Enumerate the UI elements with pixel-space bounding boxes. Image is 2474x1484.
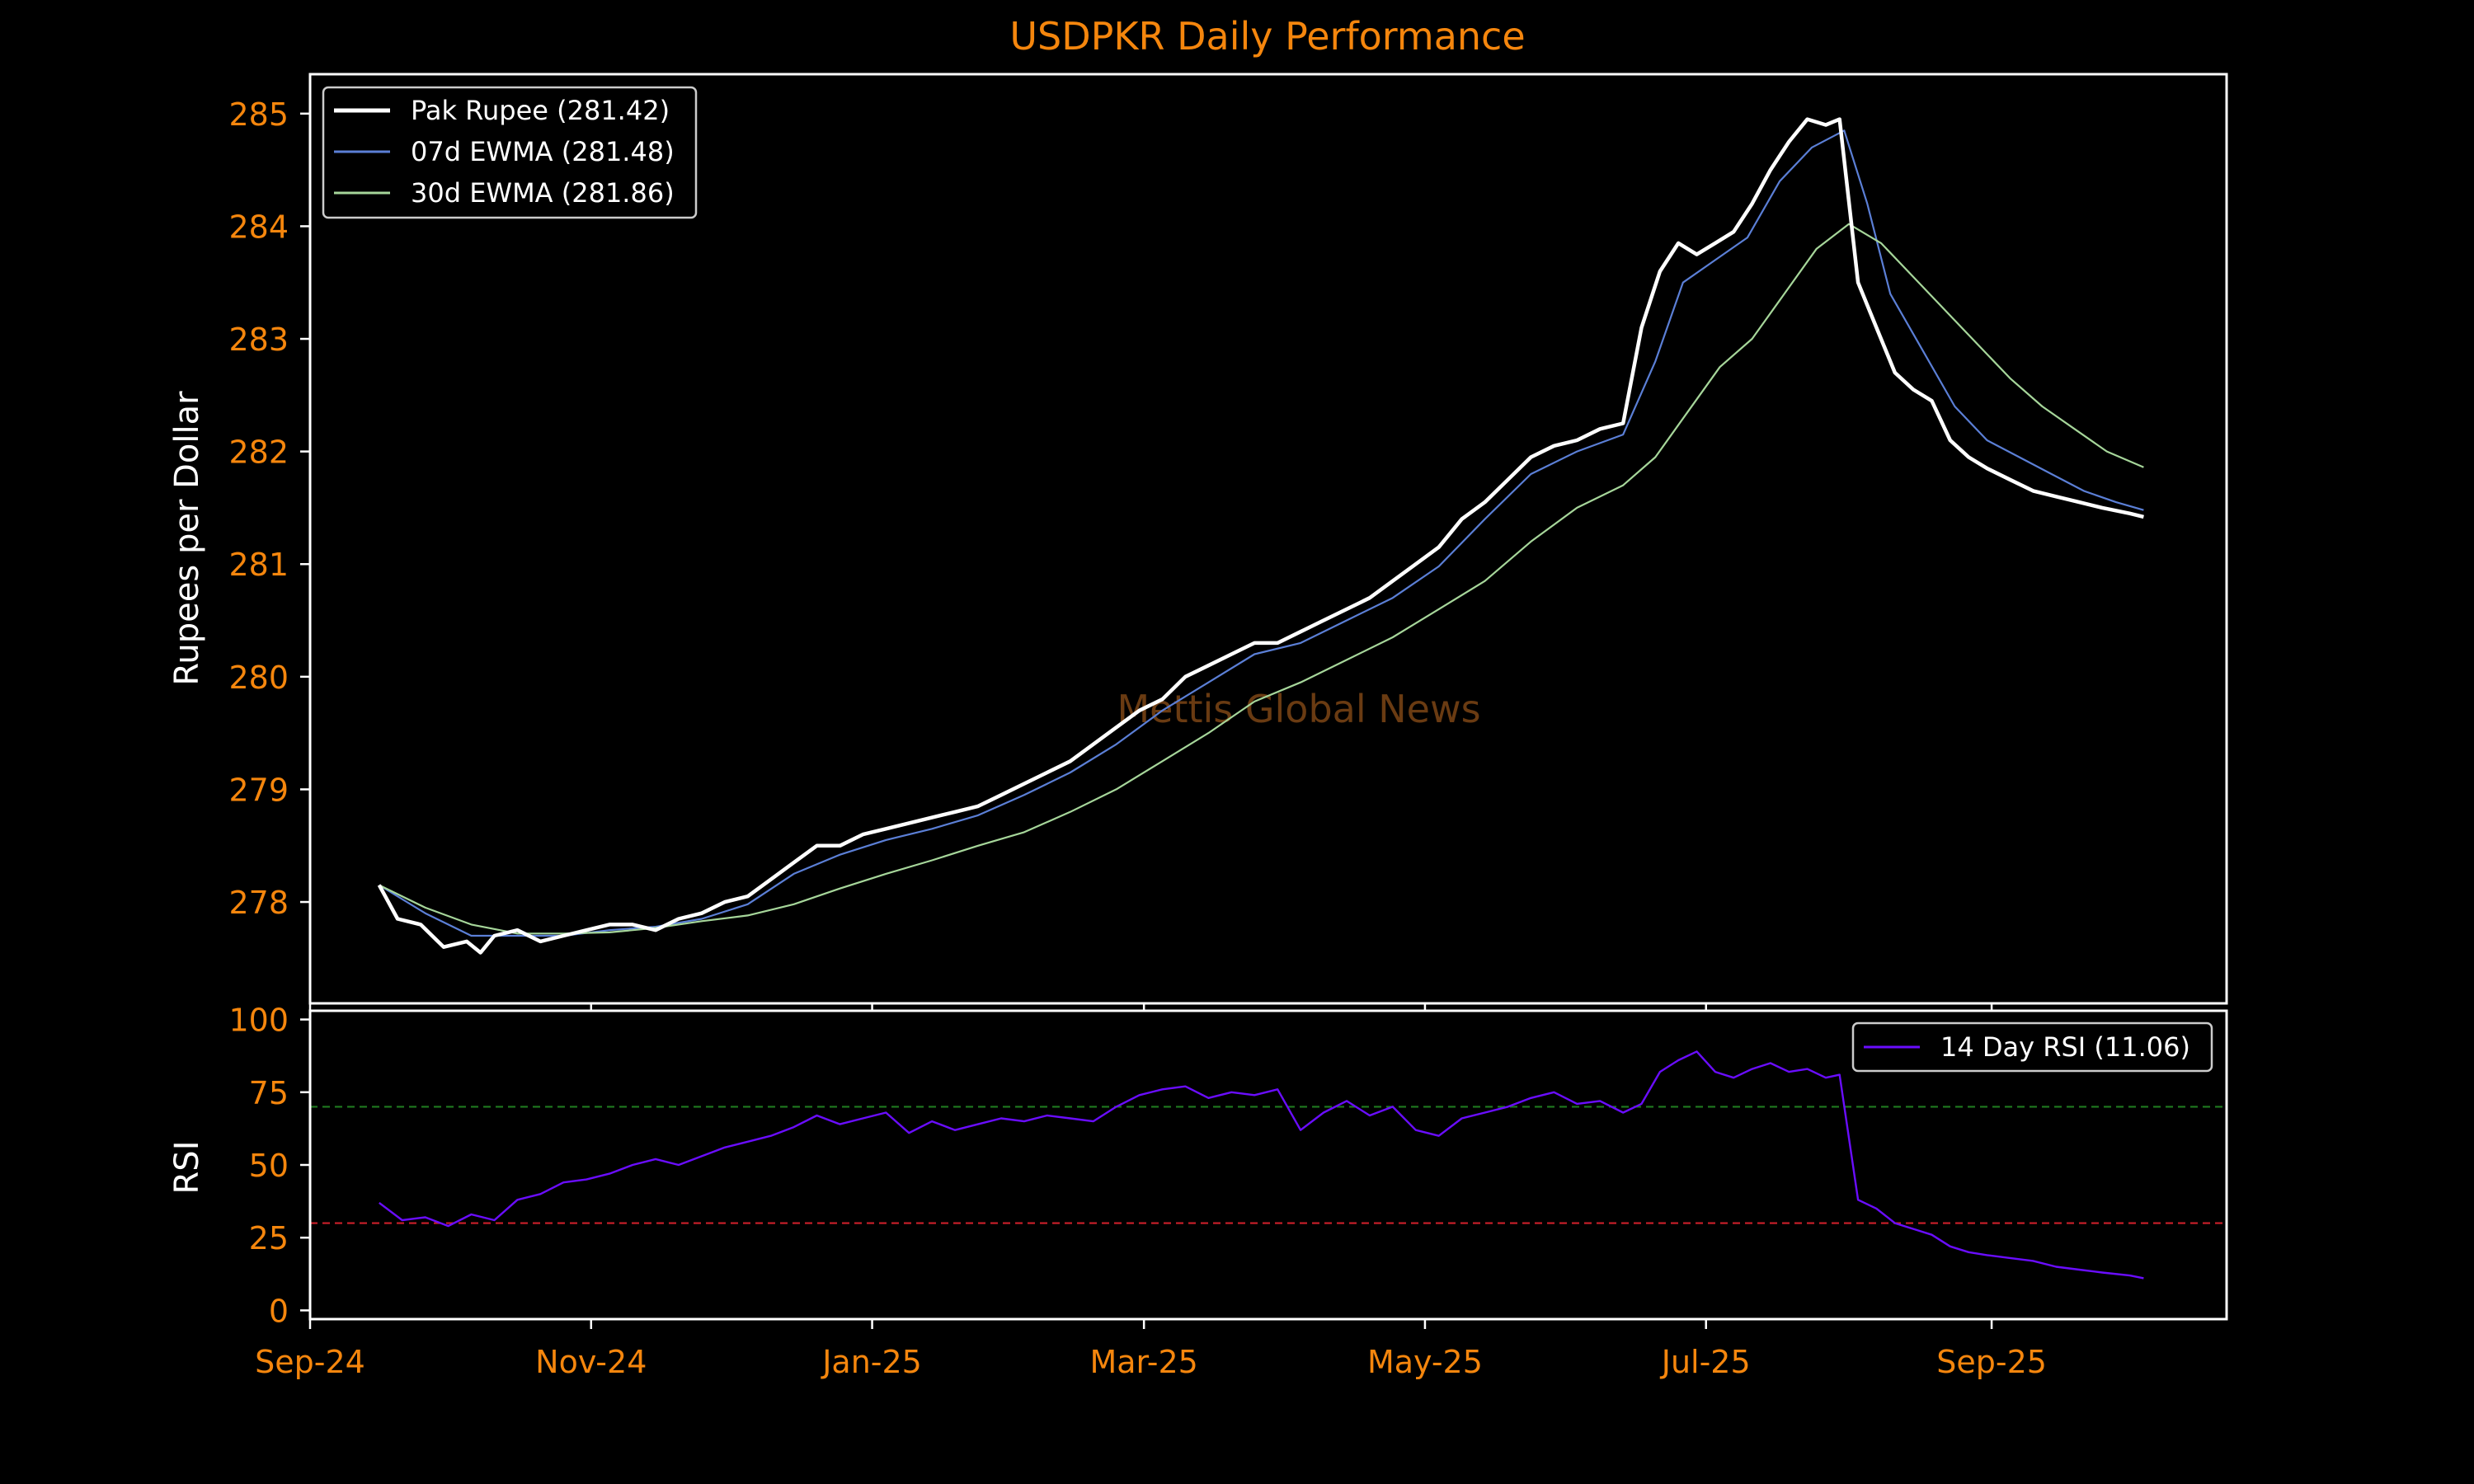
series-line-07d-ewma [379,129,2144,937]
rsi-y-tick-label: 25 [249,1220,289,1256]
price-y-tick-label: 280 [228,660,289,696]
price-legend-box [322,86,698,219]
price-axis-ticks: 278 279 280 281 282 283 284 285 [228,96,1993,1012]
legend-label-07d-ewma: 07d EWMA (281.48) [411,136,675,167]
x-tick-label: Nov-24 [535,1344,647,1380]
series-line-30d-ewma [379,223,2144,935]
rsi-y-axis-label: RSI [168,1141,206,1195]
price-y-tick-label: 284 [228,209,289,245]
price-y-tick-label: 281 [228,547,289,583]
x-tick-label: Mar-25 [1089,1344,1197,1380]
rsi-reference-lines [310,1106,2227,1224]
price-plot-frame [308,73,2228,1005]
price-y-tick-label: 285 [228,96,289,133]
x-tick-label: Jul-25 [1660,1344,1751,1380]
rsi-y-tick-label: 75 [249,1075,289,1111]
rsi-axis-ticks: 0 25 50 75 100 [228,1003,310,1329]
chart-title: USDPKR Daily Performance [1009,14,1525,59]
rsi-y-tick-label: 50 [249,1148,289,1184]
rsi-series-group [379,1050,2144,1280]
x-tick-label: Sep-24 [255,1344,365,1380]
x-tick-label: Jan-25 [821,1344,922,1380]
watermark: Mettis Global News [1117,687,1480,731]
series-line-pak-rupee [377,117,2144,955]
legend-label-rsi: 14 Day RSI (11.06) [1940,1031,2190,1063]
legend-label-30d-ewma: 30d EWMA (281.86) [411,177,675,209]
legend-label-pak-rupee: Pak Rupee (281.42) [411,95,670,126]
series-line-14-day-rsi [379,1050,2144,1280]
x-tick-label: May-25 [1367,1344,1483,1380]
rsi-plot-frame [308,1009,2228,1321]
price-y-tick-label: 278 [228,885,289,921]
price-y-tick-label: 279 [228,772,289,808]
x-axis-ticks: Sep-24 Nov-24 Jan-25 Mar-25 May-25 Jul-25 Sep-… [255,1319,2047,1380]
rsi-legend-box [1851,1021,2213,1073]
price-y-tick-label: 283 [228,322,289,358]
rsi-y-tick-label: 100 [228,1003,289,1039]
price-y-axis-label: Rupees per Dollar [168,391,206,686]
price-panel: USDPKR Daily Performance Mettis Global N… [168,14,2228,1012]
price-series-group [377,117,2144,955]
price-legend: Pak Rupee (281.42) 07d EWMA (281.48) 30d… [322,86,698,219]
price-y-tick-label: 282 [228,434,289,471]
x-tick-label: Sep-25 [1936,1344,2047,1380]
rsi-y-tick-label: 0 [269,1293,289,1329]
rsi-panel: 0 25 50 75 100 Sep-24 Nov-24 Jan-25 Mar-25 May-2… [168,1003,2228,1380]
rsi-legend: 14 Day RSI (11.06) [1851,1021,2213,1073]
